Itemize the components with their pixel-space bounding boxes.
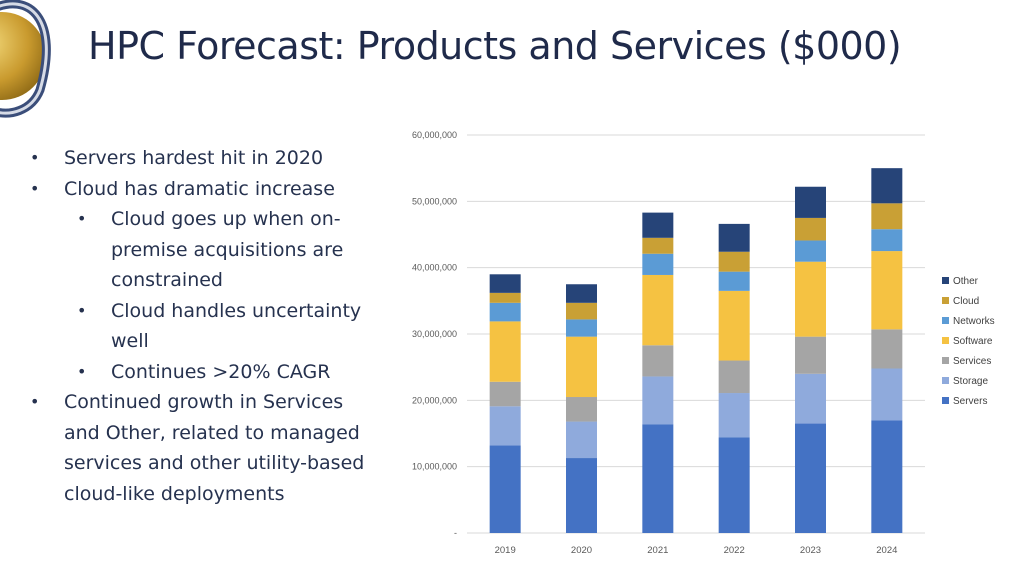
- bar-segment-software-2019: [489, 321, 521, 382]
- bar-segment-servers-2021: [642, 424, 674, 533]
- bar-segment-networks-2022: [718, 271, 750, 291]
- x-tick-label: 2020: [571, 545, 592, 556]
- legend: Other Cloud Networks Software Services Storag…: [942, 276, 995, 407]
- legend-swatch-networks: [942, 317, 949, 324]
- bullet-item: • Cloud has dramatic increase: [30, 174, 380, 205]
- bullet-text: Continued growth in Services and Other, …: [64, 391, 365, 505]
- bullet-dot-icon: •: [30, 392, 40, 411]
- bar-segment-other-2020: [566, 284, 597, 303]
- x-tick-label: 2021: [647, 545, 668, 556]
- bar-segment-other-2022: [718, 223, 750, 252]
- y-axis: - 10,000,000 20,000,000 30,000,000 40,000,00…: [412, 130, 457, 538]
- y-tick-label: 50,000,000: [412, 196, 457, 206]
- bar-segment-other-2024: [871, 168, 903, 204]
- bullet-item: • Cloud goes up when on-premise acquisiti…: [30, 204, 380, 296]
- x-tick-label: 2019: [495, 545, 516, 556]
- legend-label-storage: Storage: [953, 376, 988, 387]
- legend-label-other: Other: [953, 276, 979, 287]
- bullet-item: • Servers hardest hit in 2020: [30, 143, 380, 174]
- bar-segment-cloud-2020: [566, 302, 597, 320]
- x-tick-label: 2024: [876, 545, 897, 556]
- legend-label-cloud: Cloud: [953, 296, 979, 307]
- bar-segment-cloud-2022: [718, 251, 750, 272]
- bullet-dot-icon: •: [30, 148, 40, 167]
- legend-label-servers: Servers: [953, 396, 987, 407]
- y-tick-label: -: [454, 528, 457, 538]
- legend-swatch-cloud: [942, 297, 949, 304]
- legend-swatch-servers: [942, 397, 949, 404]
- legend-label-networks: Networks: [953, 316, 995, 327]
- logo: [0, 0, 51, 118]
- legend-swatch-other: [942, 277, 949, 284]
- bar-segment-storage-2021: [642, 376, 674, 425]
- bar-segment-software-2024: [871, 251, 903, 330]
- bar-segment-storage-2024: [871, 368, 903, 421]
- x-tick-label: 2023: [800, 545, 821, 556]
- gridlines: [467, 134, 925, 534]
- bar-segment-servers-2024: [871, 420, 903, 533]
- bar-segment-servers-2019: [489, 445, 521, 533]
- bar-segment-cloud-2021: [642, 237, 674, 254]
- legend-label-software: Software: [953, 336, 993, 347]
- bar-segment-networks-2019: [489, 302, 521, 322]
- bar-segment-services-2021: [642, 345, 674, 377]
- bullet-dot-icon: •: [77, 209, 87, 228]
- bar-segment-networks-2021: [642, 253, 674, 275]
- bar-segment-software-2023: [795, 261, 826, 337]
- bar-segment-services-2023: [795, 336, 826, 374]
- x-tick-label: 2022: [724, 545, 745, 556]
- legend-swatch-storage: [942, 377, 949, 384]
- bullet-item: • Continues >20% CAGR: [30, 357, 380, 388]
- bullet-text: Cloud handles uncertainty well: [111, 299, 362, 353]
- x-axis: 2019 2020 2021 2022 2023 2024: [495, 545, 898, 556]
- bars: [489, 168, 903, 533]
- y-tick-label: 30,000,000: [412, 329, 457, 339]
- bar-segment-services-2022: [718, 360, 750, 394]
- legend-swatch-software: [942, 337, 949, 344]
- bar-segment-storage-2022: [718, 393, 750, 438]
- stacked-bar-chart: - 10,000,000 20,000,000 30,000,000 40,000,00…: [412, 130, 995, 556]
- bullet-text: Servers hardest hit in 2020: [64, 147, 324, 169]
- y-tick-label: 20,000,000: [412, 395, 457, 405]
- bar-segment-networks-2023: [795, 240, 826, 262]
- bar-segment-services-2020: [566, 397, 597, 422]
- y-tick-label: 60,000,000: [412, 130, 457, 140]
- bullet-text: Cloud goes up when on-premise acquisitio…: [111, 208, 344, 291]
- bar-segment-servers-2020: [566, 458, 597, 533]
- bullet-dot-icon: •: [77, 300, 87, 320]
- bullet-text: Cloud has dramatic increase: [64, 177, 335, 200]
- bar-segment-storage-2020: [566, 421, 597, 459]
- bar-segment-networks-2024: [871, 229, 903, 252]
- bar-segment-other-2023: [795, 186, 826, 218]
- bar-segment-other-2021: [642, 212, 674, 238]
- bar-segment-software-2022: [718, 290, 750, 361]
- bar-segment-storage-2023: [795, 373, 826, 424]
- bar-segment-software-2020: [566, 336, 597, 398]
- bar-segment-other-2019: [489, 274, 521, 293]
- y-tick-label: 40,000,000: [412, 263, 457, 273]
- bullet-dot-icon: •: [77, 361, 87, 381]
- bar-segment-cloud-2019: [489, 292, 521, 303]
- bar-segment-cloud-2023: [795, 217, 826, 241]
- bullet-text: Continues >20% CAGR: [111, 360, 331, 383]
- legend-label-services: Services: [953, 356, 991, 367]
- bar-segment-storage-2019: [489, 406, 521, 446]
- bar-segment-servers-2022: [718, 437, 750, 533]
- bullet-item: • Continued growth in Services and Other,…: [30, 387, 380, 509]
- bar-segment-services-2024: [871, 329, 903, 369]
- bullet-dot-icon: •: [30, 178, 40, 198]
- bar-segment-services-2019: [489, 381, 521, 407]
- bullet-item: • Cloud handles uncertainty well: [30, 296, 380, 357]
- slide-title: HPC Forecast: Products and Services ($00…: [88, 24, 902, 68]
- bar-segment-cloud-2024: [871, 203, 903, 230]
- y-tick-label: 10,000,000: [412, 462, 457, 472]
- bar-segment-networks-2020: [566, 319, 597, 337]
- legend-swatch-services: [942, 357, 949, 364]
- bar-segment-servers-2023: [795, 423, 826, 533]
- bullet-list: • Servers hardest hit in 2020 • Cloud has d…: [30, 143, 380, 509]
- bar-segment-software-2021: [642, 274, 674, 346]
